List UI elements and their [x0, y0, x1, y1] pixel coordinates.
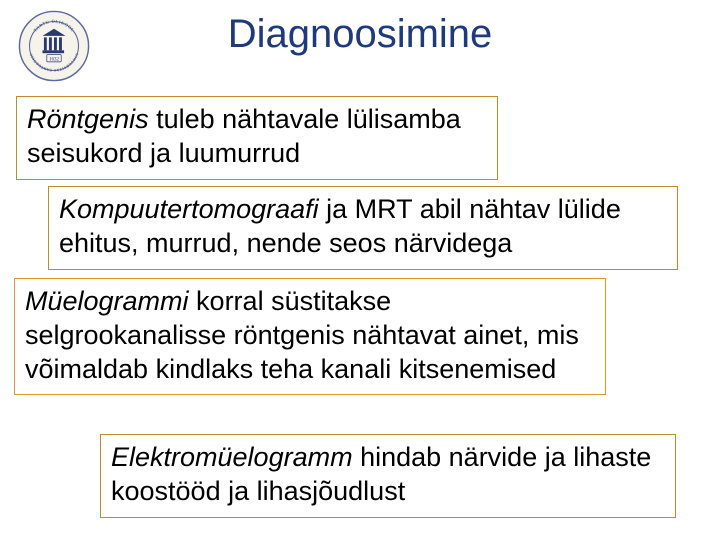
box-ct-mrt: Kompuutertomograafi ja MRT abil nähtav l…: [48, 186, 678, 270]
term-ct: Kompuutertomograafi: [59, 194, 319, 224]
term-emg: Elektromüelogramm: [111, 442, 353, 472]
page-title: Diagnoosimine: [0, 12, 720, 57]
box-myelogram: Müelogrammi korral süstitakse selgrookan…: [14, 278, 606, 395]
box-rontgen: Röntgenis tuleb nähtavale lülisamba seis…: [16, 96, 498, 180]
term-myelogram: Müelogrammi: [25, 286, 189, 316]
box-emg: Elektromüelogramm hindab närvide ja liha…: [100, 434, 676, 518]
term-mrt: MRT: [355, 194, 413, 224]
text-mid: ja: [319, 194, 355, 224]
svg-text:1632: 1632: [49, 56, 60, 62]
term-rontgen: Röntgenis: [27, 104, 149, 134]
